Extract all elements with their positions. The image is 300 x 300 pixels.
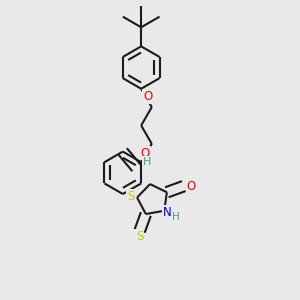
Text: S: S <box>136 230 143 243</box>
Text: S: S <box>127 190 134 202</box>
Text: O: O <box>143 90 153 103</box>
Text: O: O <box>187 180 196 193</box>
Text: N: N <box>163 206 172 219</box>
Text: H: H <box>142 157 151 167</box>
Text: O: O <box>140 146 150 160</box>
Text: H: H <box>172 212 179 222</box>
